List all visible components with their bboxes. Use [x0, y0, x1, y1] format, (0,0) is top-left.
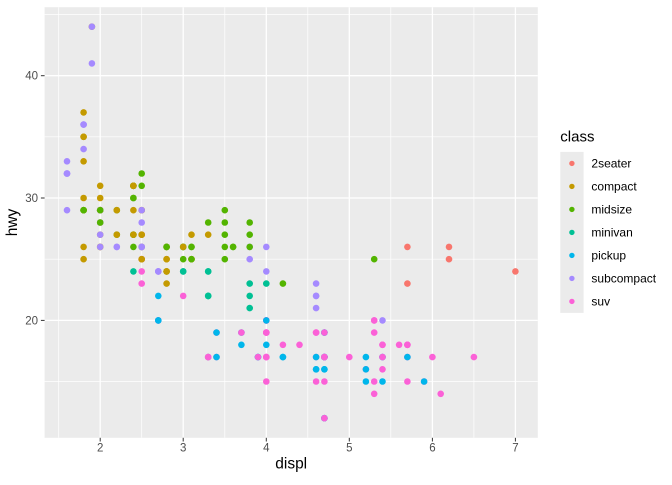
svg-text:midsize: midsize [591, 203, 632, 217]
svg-text:suv: suv [591, 295, 610, 309]
svg-text:compact: compact [591, 180, 637, 194]
svg-text:3: 3 [180, 443, 186, 455]
svg-text:2: 2 [97, 443, 103, 455]
svg-text:30: 30 [25, 193, 38, 205]
svg-text:2seater: 2seater [591, 157, 631, 171]
svg-text:pickup: pickup [591, 249, 626, 263]
svg-text:20: 20 [25, 315, 38, 327]
svg-text:displ: displ [275, 456, 307, 473]
svg-text:40: 40 [25, 71, 38, 83]
svg-text:class: class [560, 129, 594, 146]
svg-text:minivan: minivan [591, 226, 632, 240]
svg-text:subcompact: subcompact [591, 272, 656, 286]
svg-text:hwy: hwy [4, 208, 21, 236]
svg-text:4: 4 [263, 443, 270, 455]
svg-text:7: 7 [512, 443, 518, 455]
svg-text:5: 5 [346, 443, 352, 455]
svg-text:6: 6 [429, 443, 435, 455]
